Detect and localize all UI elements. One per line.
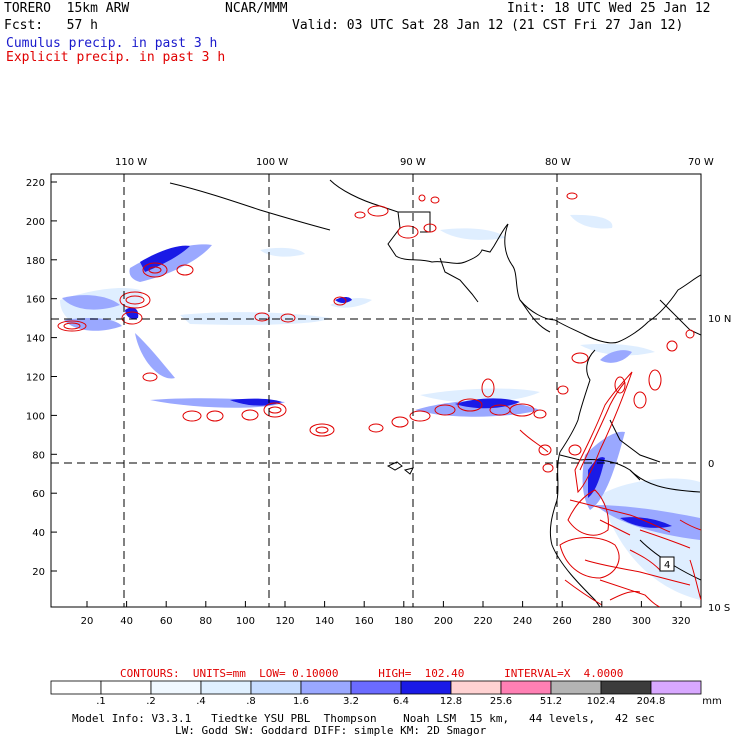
colorbar-label: .4 [196,696,206,707]
model-info-line2: LW: Godd SW: Goddard DIFF: simple KM: 2D… [175,724,487,737]
forecast-hour: Fcst: 57 h [4,18,98,33]
x-tick-label: 160 [355,616,374,627]
org-label: NCAR/MMM [225,1,288,16]
lon-label-80w: 80 W [545,157,571,168]
colorbar-label: .2 [146,696,156,707]
contour-info: CONTOURS: UNITS=mm LOW= 0.10000 HIGH= 10… [120,667,624,680]
colorbar-swatch [150,680,202,695]
x-tick-label: 20 [81,616,94,627]
y-tick-label: 100 [26,411,45,422]
colorbar-swatch [450,680,502,695]
x-tick-label: 260 [553,616,572,627]
y-tick-label: 40 [32,528,45,539]
lat-label-0: 0 [708,459,714,470]
x-tick-label: 180 [394,616,413,627]
legend-cumulus: Cumulus precip. in past 3 h [6,36,218,51]
colorbar-label: 51.2 [539,696,563,707]
y-tick-label: 160 [26,295,45,306]
lon-label-90w: 90 W [400,157,426,168]
y-tick-label: 200 [26,217,45,228]
max-value-box [659,556,675,572]
x-tick-label: 220 [473,616,492,627]
colorbar-label: .8 [246,696,256,707]
x-tick-label: 300 [632,616,651,627]
x-tick-label: 80 [199,616,212,627]
y-tick-label: 60 [32,489,45,500]
valid-time: Valid: 03 UTC Sat 28 Jan 12 (21 CST Fri … [292,18,684,33]
y-tick-label: 80 [32,450,45,461]
map-frame [50,173,702,608]
colorbar-label: 6.4 [393,696,409,707]
colorbar-swatch [550,680,602,695]
colorbar-swatch [350,680,402,695]
init-time: Init: 18 UTC Wed 25 Jan 12 [507,1,711,16]
x-tick-label: 200 [434,616,453,627]
x-tick-label: 140 [315,616,334,627]
colorbar-swatch [100,680,152,695]
colorbar-swatch [250,680,302,695]
lat-label-10n: 10 N [708,314,731,325]
colorbar-unit: mm [702,696,722,707]
y-tick-label: 20 [32,567,45,578]
colorbar-label: 3.2 [343,696,359,707]
colorbar-label: 25.6 [489,696,513,707]
colorbar-swatch [400,680,452,695]
colorbar-label: 102.4 [586,696,616,707]
y-tick-label: 140 [26,334,45,345]
colorbar-swatch [300,680,352,695]
legend-explicit: Explicit precip. in past 3 h [6,50,226,65]
x-tick-label: 60 [160,616,173,627]
explicit-precip-contours [57,192,701,607]
x-tick-label: 320 [671,616,690,627]
colorbar-swatch [200,680,252,695]
y-tick-label: 120 [26,373,45,384]
colorbar-swatch [50,680,102,695]
x-tick-label: 280 [592,616,611,627]
model-title: TORERO 15km ARW [4,1,130,16]
x-tick-marks [86,601,682,607]
max-value-label: 4 [664,560,670,571]
lon-label-110w: 110 W [115,157,147,168]
x-tick-label: 240 [513,616,532,627]
colorbar-swatch [600,680,652,695]
colorbar-label: 1.6 [293,696,309,707]
x-tick-label: 120 [275,616,294,627]
lat-label-10s: 10 S [708,603,730,614]
colorbar-label: 12.8 [439,696,463,707]
colorbar-label: .1 [96,696,106,707]
model-info-line1: Model Info: V3.3.1 Tiedtke YSU PBL Thomp… [72,712,655,725]
colorbar [50,680,702,695]
x-tick-label: 40 [120,616,133,627]
colorbar-swatch [650,680,702,695]
y-tick-label: 220 [26,178,45,189]
lon-label-100w: 100 W [256,157,288,168]
colorbar-label: 204.8 [636,696,666,707]
x-tick-label: 100 [236,616,255,627]
latlon-grid [51,174,701,607]
y-tick-label: 180 [26,256,45,267]
colorbar-swatch [500,680,552,695]
y-tick-marks [51,181,57,572]
lon-label-70w: 70 W [688,157,714,168]
